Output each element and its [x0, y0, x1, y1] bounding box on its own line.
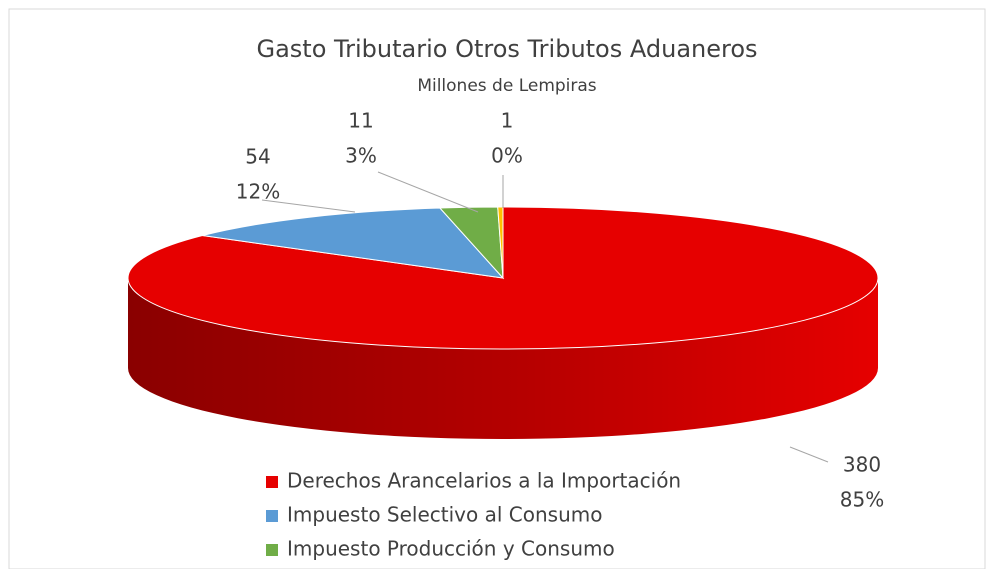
leader-line [789, 446, 829, 463]
pie-side [128, 278, 878, 439]
chart-title: Gasto Tributario Otros Tributos Aduanero… [256, 35, 757, 63]
legend-label: Impuesto Producción y Consumo [287, 537, 615, 561]
chart-subtitle: Millones de Lempiras [417, 76, 596, 96]
pie-slice [202, 207, 505, 279]
percent-label: 3% [345, 144, 377, 168]
leader-line [261, 199, 356, 213]
legend-swatch [266, 510, 278, 522]
percent-label: 0% [491, 144, 523, 168]
legend-label: Impuesto Selectivo al Consumo [287, 503, 602, 527]
legend-swatch [266, 544, 278, 556]
data-label: 11 [348, 109, 373, 133]
pie-slice [127, 206, 879, 350]
percent-label: 85% [840, 488, 884, 512]
legend-label: Derechos Arancelarios a la Importación [287, 469, 681, 493]
leader-line [377, 171, 479, 213]
data-label: 1 [501, 109, 514, 133]
legend-swatch [266, 476, 278, 488]
data-label: 54 [245, 145, 270, 169]
data-label: 380 [843, 453, 881, 477]
percent-label: 12% [236, 180, 280, 204]
